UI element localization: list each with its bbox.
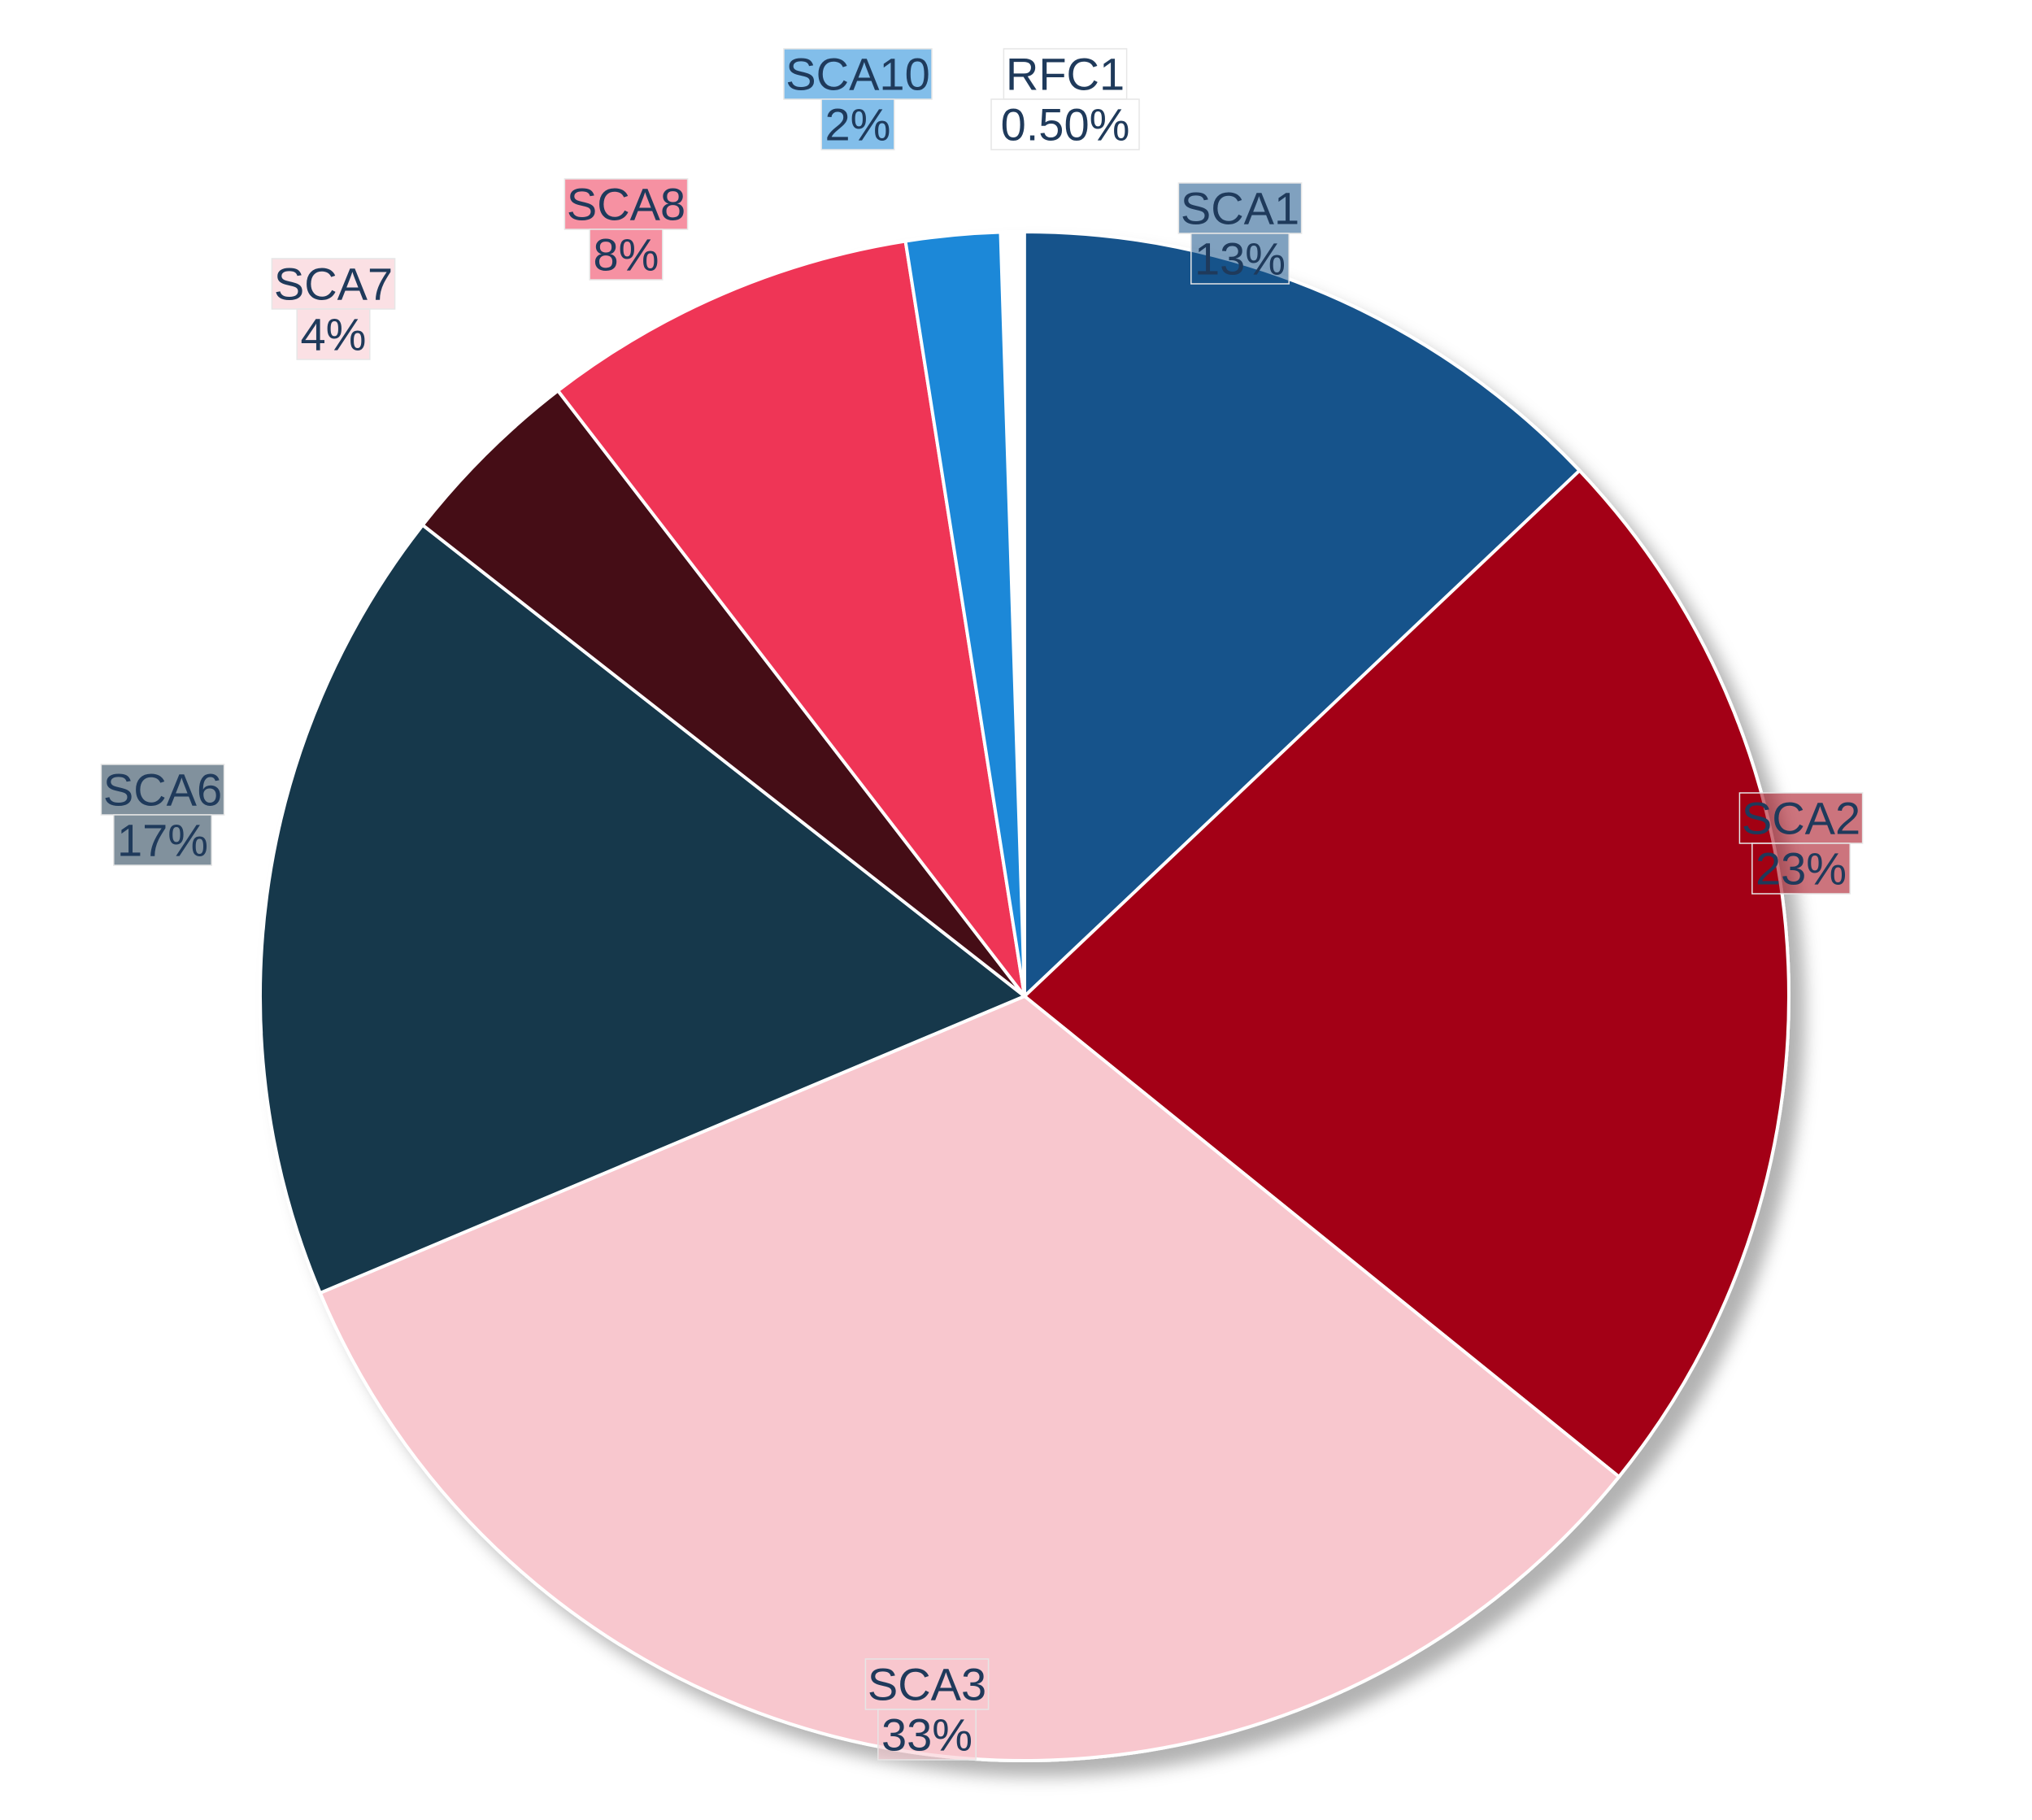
label-name-text: SCA7 — [274, 259, 393, 310]
label-sca3: SCA333% — [865, 1659, 988, 1761]
label-value-text: 17% — [117, 815, 208, 866]
label-name-text: SCA8 — [567, 179, 685, 230]
label-name-text: SCA6 — [103, 764, 222, 816]
label-name-text: SCA1 — [1181, 183, 1299, 234]
label-sca6: SCA617% — [101, 764, 224, 866]
pie-chart: RFC10.50%SCA113%SCA223%SCA333%SCA617%SCA… — [0, 0, 2032, 1820]
label-value-text: 8% — [594, 229, 659, 281]
label-name-text: SCA2 — [1742, 793, 1860, 844]
label-rfc1: RFC10.50% — [991, 49, 1139, 150]
label-value-text: 23% — [1756, 843, 1847, 895]
label-value-text: 2% — [825, 99, 891, 150]
label-sca7: SCA74% — [272, 259, 394, 360]
label-sca8: SCA88% — [564, 179, 687, 281]
label-name-text: SCA3 — [868, 1659, 986, 1710]
label-name-text: SCA10 — [785, 49, 929, 100]
label-sca10: SCA102% — [784, 49, 932, 150]
label-sca2: SCA223% — [1739, 793, 1862, 895]
pie-chart-container: RFC10.50%SCA113%SCA223%SCA333%SCA617%SCA… — [0, 0, 2032, 1820]
label-name-text: RFC1 — [1006, 49, 1125, 100]
label-sca1: SCA113% — [1178, 183, 1301, 285]
label-value-text: 13% — [1194, 233, 1286, 285]
label-value-text: 4% — [301, 309, 367, 360]
label-value-text: 33% — [881, 1709, 972, 1761]
label-value-text: 0.50% — [1001, 99, 1130, 150]
